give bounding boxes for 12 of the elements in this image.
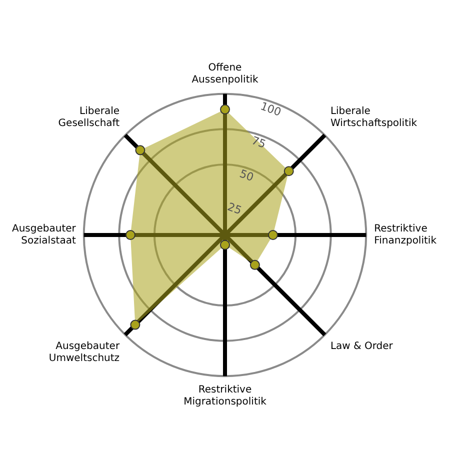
- spoke-label: Offene Aussenpolitik: [192, 62, 259, 86]
- spoke-label: Ausgebauter Umweltschutz: [48, 341, 120, 364]
- y-tick-label: 25: [226, 200, 244, 218]
- y-tick-label: 75: [250, 134, 268, 151]
- spoke-label: Restriktive Finanzpolitik: [374, 224, 437, 247]
- spoke-label: Ausgebauter Sozialstaat: [12, 224, 77, 247]
- spoke-label: Liberale Gesellschaft: [58, 106, 120, 130]
- spoke-label: Law & Order: [330, 341, 394, 352]
- y-tick-label: 100: [258, 100, 283, 120]
- spoke-label: Liberale Wirtschaftspolitik: [330, 106, 418, 130]
- spoke-label: Restriktive Migrationspolitik: [184, 384, 267, 408]
- y-tick-label: 50: [238, 167, 256, 184]
